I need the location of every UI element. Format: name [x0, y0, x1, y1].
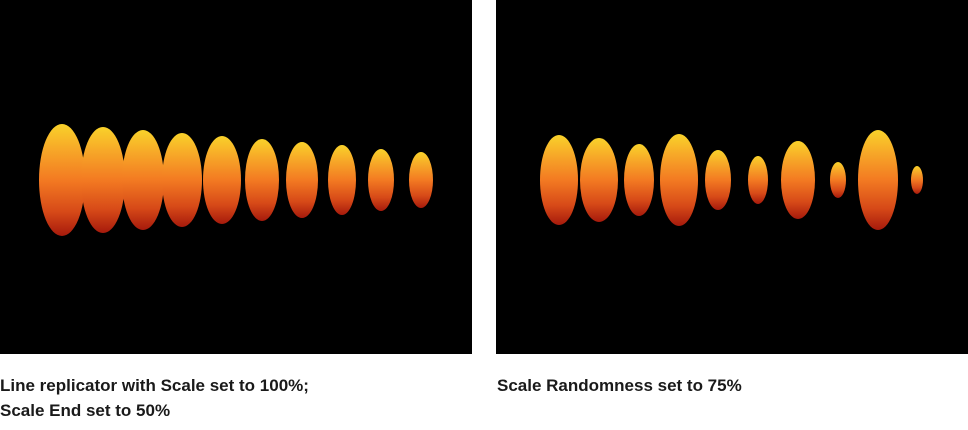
replicated-shape — [858, 130, 898, 230]
replicated-shape — [748, 156, 768, 204]
replicated-shape — [328, 145, 356, 215]
replicated-shape — [162, 133, 202, 227]
caption-line: Scale Randomness set to 75% — [497, 376, 742, 395]
replicated-shape — [203, 136, 241, 224]
right-caption: Scale Randomness set to 75% — [497, 373, 742, 398]
replicated-shape — [540, 135, 578, 225]
replicated-shape — [245, 139, 279, 221]
replicated-shape — [409, 152, 433, 208]
replicated-shape — [660, 134, 698, 226]
replicated-shape — [911, 166, 923, 194]
replicated-shape — [368, 149, 394, 211]
replicated-shape — [781, 141, 815, 219]
replicated-shape — [580, 138, 618, 222]
replicated-shape — [39, 124, 85, 236]
caption-line: Line replicator with Scale set to 100%; — [0, 376, 309, 395]
replicated-shape — [122, 130, 164, 230]
panels — [0, 0, 968, 354]
caption-line: Scale End set to 50% — [0, 401, 171, 420]
replicated-shape — [705, 150, 731, 210]
left-caption: Line replicator with Scale set to 100%; … — [0, 373, 309, 423]
replicated-shape — [830, 162, 846, 198]
replicated-shape — [286, 142, 318, 218]
replicated-shape — [624, 144, 654, 216]
replicated-shape — [81, 127, 125, 233]
